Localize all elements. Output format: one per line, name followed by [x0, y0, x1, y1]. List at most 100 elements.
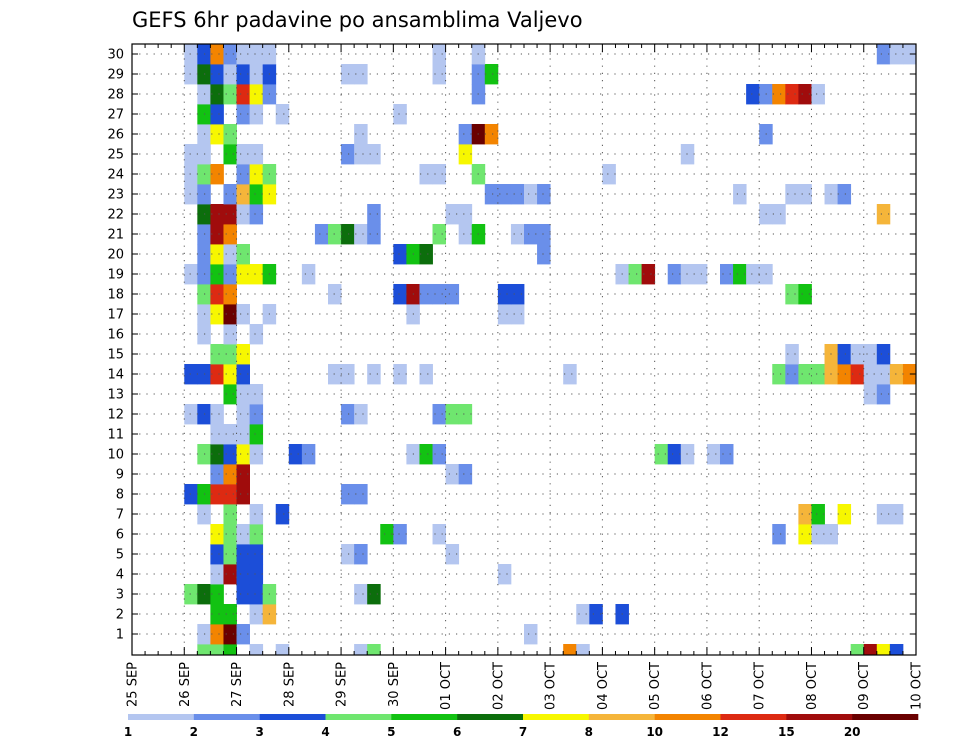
colorbar-swatch [391, 714, 458, 720]
heatmap-cell [249, 184, 264, 205]
heatmap-cell [863, 384, 878, 405]
heatmap-cell [223, 144, 237, 165]
heatmap-cell [367, 144, 381, 165]
heatmap-cell [249, 584, 264, 605]
heatmap-cell [184, 44, 198, 65]
y-tick-label: 12 [107, 408, 124, 423]
heatmap-cell [837, 504, 852, 525]
heatmap-cell [197, 644, 211, 656]
heatmap-cell [445, 544, 460, 565]
heatmap-cell [576, 644, 590, 656]
heatmap-cell [210, 524, 224, 545]
colorbar-swatch [128, 714, 195, 720]
heatmap-cell [223, 564, 237, 585]
heatmap-cell [419, 444, 433, 465]
heatmap-cell [602, 164, 616, 185]
heatmap-cell [628, 264, 642, 285]
heatmap-cell [876, 364, 891, 385]
heatmap-cell [850, 644, 865, 656]
heatmap-cell [288, 444, 303, 465]
heatmap-cell [445, 204, 460, 225]
heatmap-cell [510, 224, 525, 245]
heatmap-cell [458, 464, 473, 485]
y-tick-label: 1 [116, 628, 124, 643]
heatmap-cell [432, 284, 446, 305]
heatmap-cell [484, 184, 499, 205]
y-tick-label: 10 [107, 448, 124, 463]
heatmap-cell [432, 164, 446, 185]
heatmap-cell [458, 404, 473, 425]
x-tick-label: 30 SEP [387, 662, 402, 707]
heatmap-cell [236, 584, 250, 605]
heatmap-cell [876, 344, 891, 365]
y-tick-label: 19 [107, 268, 124, 283]
colorbar: 1 2 3 4 5 6 7 8 10 12 15 20 [124, 714, 919, 739]
heatmap-cell [811, 84, 825, 105]
heatmap-cell [210, 304, 224, 325]
heatmap-cell [367, 204, 381, 225]
heatmap-cell [354, 544, 368, 565]
heatmap-cell [210, 244, 224, 265]
heatmap-cell [210, 204, 224, 225]
y-tick-label: 3 [116, 588, 124, 603]
heatmap-cell [419, 284, 433, 305]
heatmap-cell [249, 164, 264, 185]
heatmap-cell [393, 244, 407, 265]
y-tick-label: 11 [107, 428, 124, 443]
heatmap-cell [236, 264, 250, 285]
heatmap-cell [393, 104, 407, 125]
heatmap-cell [236, 344, 250, 365]
heatmap-cell [458, 124, 473, 145]
heatmap-cell [432, 44, 446, 65]
heatmap-cell [223, 124, 237, 145]
heatmap-cell [210, 44, 224, 65]
heatmap-cell [354, 64, 368, 85]
heatmap-cell [249, 644, 264, 656]
heatmap-cell [654, 444, 669, 465]
heatmap-cell [432, 64, 446, 85]
heatmap-cell [236, 364, 250, 385]
heatmap-cell [889, 364, 904, 385]
heatmap-cell [223, 284, 237, 305]
heatmap-cell [184, 264, 198, 285]
heatmap-cell [210, 364, 224, 385]
heatmap-cell [497, 304, 512, 325]
y-tick-label: 27 [107, 108, 124, 123]
x-tick-label: 29 SEP [335, 662, 350, 707]
heatmap-cell [341, 64, 355, 85]
colorbar-swatch [259, 714, 326, 720]
heatmap-cell [785, 184, 799, 205]
colorbar-label: 3 [255, 725, 263, 739]
heatmap-cell [341, 544, 355, 565]
heatmap-cell [275, 104, 290, 125]
x-tick-label: 04 OCT [596, 662, 611, 710]
y-tick-label: 9 [116, 468, 124, 483]
heatmap-cell [524, 624, 538, 645]
heatmap-cell [301, 444, 316, 465]
colorbar-swatch [588, 714, 655, 720]
heatmap-cell [223, 224, 237, 245]
heatmap-cell [210, 124, 224, 145]
heatmap-cell [236, 404, 250, 425]
heatmap-cell [210, 344, 224, 365]
heatmap-cell [563, 364, 577, 385]
heatmap-cell [746, 264, 760, 285]
heatmap-cell [510, 304, 525, 325]
heatmap-cell [354, 144, 368, 165]
grid-lines [132, 44, 916, 655]
heatmap-cell [693, 264, 708, 285]
heatmap-cell [772, 524, 786, 545]
heatmap-cell [524, 184, 538, 205]
heatmap-cell [432, 444, 446, 465]
heatmap-cells [184, 44, 917, 656]
heatmap-cell [210, 484, 224, 505]
heatmap-cell [236, 524, 250, 545]
y-tick-label: 14 [107, 368, 124, 383]
heatmap-cell [223, 264, 237, 285]
heatmap-cell [772, 84, 786, 105]
heatmap-cell [419, 164, 433, 185]
colorbar-swatch [852, 714, 919, 720]
y-tick-label: 4 [116, 568, 124, 583]
heatmap-cell [589, 604, 603, 625]
heatmap-cell [210, 84, 224, 105]
